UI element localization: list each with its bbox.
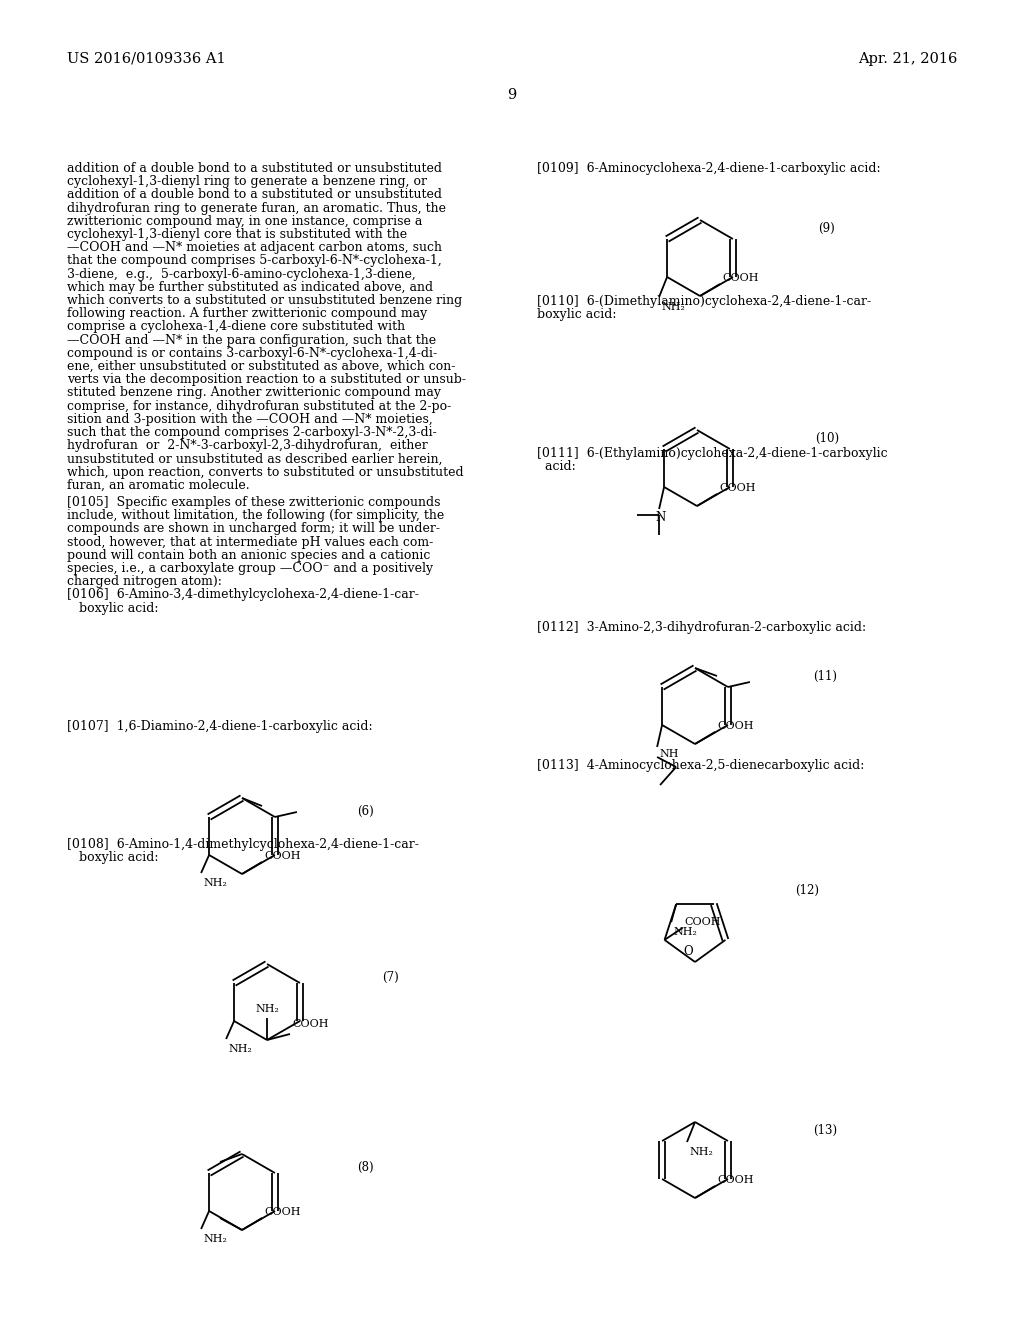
Text: (10): (10) [815,432,839,445]
Text: (11): (11) [813,669,837,682]
Text: NH₂: NH₂ [662,302,685,312]
Text: NH₂: NH₂ [203,878,227,888]
Text: 9: 9 [507,88,517,102]
Text: which, upon reaction, converts to substituted or unsubstituted: which, upon reaction, converts to substi… [67,466,464,479]
Text: NH₂: NH₂ [203,1234,227,1243]
Text: such that the compound comprises 2-carboxyl-3-N*-2,3-di-: such that the compound comprises 2-carbo… [67,426,437,440]
Text: O: O [683,945,693,958]
Text: which may be further substituted as indicated above, and: which may be further substituted as indi… [67,281,433,294]
Text: dihydrofuran ring to generate furan, an aromatic. Thus, the: dihydrofuran ring to generate furan, an … [67,202,446,215]
Text: [0109]  6-Aminocyclohexa-2,4-diene-1-carboxylic acid:: [0109] 6-Aminocyclohexa-2,4-diene-1-carb… [537,162,881,176]
Text: NH₂: NH₂ [255,1005,279,1014]
Text: following reaction. A further zwitterionic compound may: following reaction. A further zwitterion… [67,308,427,321]
Text: COOH: COOH [685,917,721,927]
Text: which converts to a substituted or unsubstituted benzene ring: which converts to a substituted or unsub… [67,294,462,308]
Text: verts via the decomposition reaction to a substituted or unsub-: verts via the decomposition reaction to … [67,374,466,387]
Text: [0113]  4-Aminocyclohexa-2,5-dienecarboxylic acid:: [0113] 4-Aminocyclohexa-2,5-dienecarboxy… [537,759,864,772]
Text: zwitterionic compound may, in one instance, comprise a: zwitterionic compound may, in one instan… [67,215,422,228]
Text: [0110]  6-(Dimethylamino)cyclohexa-2,4-diene-1-car-: [0110] 6-(Dimethylamino)cyclohexa-2,4-di… [537,296,871,308]
Text: (6): (6) [357,804,374,817]
Text: COOH: COOH [292,1019,329,1030]
Text: stituted benzene ring. Another zwitterionic compound may: stituted benzene ring. Another zwitterio… [67,387,441,400]
Text: addition of a double bond to a substituted or unsubstituted: addition of a double bond to a substitut… [67,189,442,202]
Text: compounds are shown in uncharged form; it will be under-: compounds are shown in uncharged form; i… [67,523,440,536]
Text: addition of a double bond to a substituted or unsubstituted: addition of a double bond to a substitut… [67,162,442,176]
Text: Apr. 21, 2016: Apr. 21, 2016 [858,51,957,66]
Text: NH₂: NH₂ [228,1044,252,1053]
Text: boxylic acid:: boxylic acid: [67,602,159,615]
Text: COOH: COOH [264,1206,300,1217]
Text: COOH: COOH [264,851,300,861]
Text: cyclohexyl-1,3-dienyl ring to generate a benzene ring, or: cyclohexyl-1,3-dienyl ring to generate a… [67,176,427,189]
Text: cyclohexyl-1,3-dienyl core that is substituted with the: cyclohexyl-1,3-dienyl core that is subst… [67,228,408,242]
Text: COOH: COOH [717,721,754,731]
Text: compound is or contains 3-carboxyl-6-N*-cyclohexa-1,4-di-: compound is or contains 3-carboxyl-6-N*-… [67,347,437,360]
Text: [0111]  6-(Ethylamino)cyclohexa-2,4-diene-1-carboxylic: [0111] 6-(Ethylamino)cyclohexa-2,4-diene… [537,446,888,459]
Text: NH: NH [659,748,679,759]
Text: that the compound comprises 5-carboxyl-6-N*-cyclohexa-1,: that the compound comprises 5-carboxyl-6… [67,255,441,268]
Text: species, i.e., a carboxylate group —COO⁻ and a positively: species, i.e., a carboxylate group —COO⁻… [67,562,433,576]
Text: (12): (12) [795,883,819,896]
Text: —COOH and —N* moieties at adjacent carbon atoms, such: —COOH and —N* moieties at adjacent carbo… [67,242,442,255]
Text: [0107]  1,6-Diamino-2,4-diene-1-carboxylic acid:: [0107] 1,6-Diamino-2,4-diene-1-carboxyli… [67,719,373,733]
Text: (9): (9) [818,222,835,235]
Text: boxylic acid:: boxylic acid: [67,851,159,865]
Text: charged nitrogen atom):: charged nitrogen atom): [67,576,222,589]
Text: —COOH and —N* in the para configuration, such that the: —COOH and —N* in the para configuration,… [67,334,436,347]
Text: NH₂: NH₂ [689,1147,713,1158]
Text: comprise a cyclohexa-1,4-diene core substituted with: comprise a cyclohexa-1,4-diene core subs… [67,321,406,334]
Text: 3-diene,  e.g.,  5-carboxyl-6-amino-cyclohexa-1,3-diene,: 3-diene, e.g., 5-carboxyl-6-amino-cycloh… [67,268,416,281]
Text: acid:: acid: [537,459,575,473]
Text: (8): (8) [357,1160,374,1173]
Text: [0106]  6-Amino-3,4-dimethylcyclohexa-2,4-diene-1-car-: [0106] 6-Amino-3,4-dimethylcyclohexa-2,4… [67,589,419,602]
Text: [0112]  3-Amino-2,3-dihydrofuran-2-carboxylic acid:: [0112] 3-Amino-2,3-dihydrofuran-2-carbox… [537,620,866,634]
Text: COOH: COOH [719,483,756,492]
Text: [0105]  Specific examples of these zwitterionic compounds: [0105] Specific examples of these zwitte… [67,496,440,510]
Text: furan, an aromatic molecule.: furan, an aromatic molecule. [67,479,250,492]
Text: N: N [655,511,666,524]
Text: NH₂: NH₂ [673,927,697,937]
Text: ene, either unsubstituted or substituted as above, which con-: ene, either unsubstituted or substituted… [67,360,456,374]
Text: stood, however, that at intermediate pH values each com-: stood, however, that at intermediate pH … [67,536,433,549]
Text: comprise, for instance, dihydrofuran substituted at the 2-po-: comprise, for instance, dihydrofuran sub… [67,400,452,413]
Text: pound will contain both an anionic species and a cationic: pound will contain both an anionic speci… [67,549,430,562]
Text: [0108]  6-Amino-1,4-dimethylcyclohexa-2,4-diene-1-car-: [0108] 6-Amino-1,4-dimethylcyclohexa-2,4… [67,838,419,851]
Text: US 2016/0109336 A1: US 2016/0109336 A1 [67,51,225,66]
Text: hydrofuran  or  2-N*-3-carboxyl-2,3-dihydrofuran,  either: hydrofuran or 2-N*-3-carboxyl-2,3-dihydr… [67,440,428,453]
Text: (7): (7) [382,970,398,983]
Text: sition and 3-position with the —COOH and —N* moieties,: sition and 3-position with the —COOH and… [67,413,433,426]
Text: boxylic acid:: boxylic acid: [537,309,616,321]
Text: COOH: COOH [722,273,759,282]
Text: unsubstituted or unsubstituted as described earlier herein,: unsubstituted or unsubstituted as descri… [67,453,442,466]
Text: include, without limitation, the following (for simplicity, the: include, without limitation, the followi… [67,510,444,523]
Text: (13): (13) [813,1123,838,1137]
Text: COOH: COOH [717,1175,754,1185]
